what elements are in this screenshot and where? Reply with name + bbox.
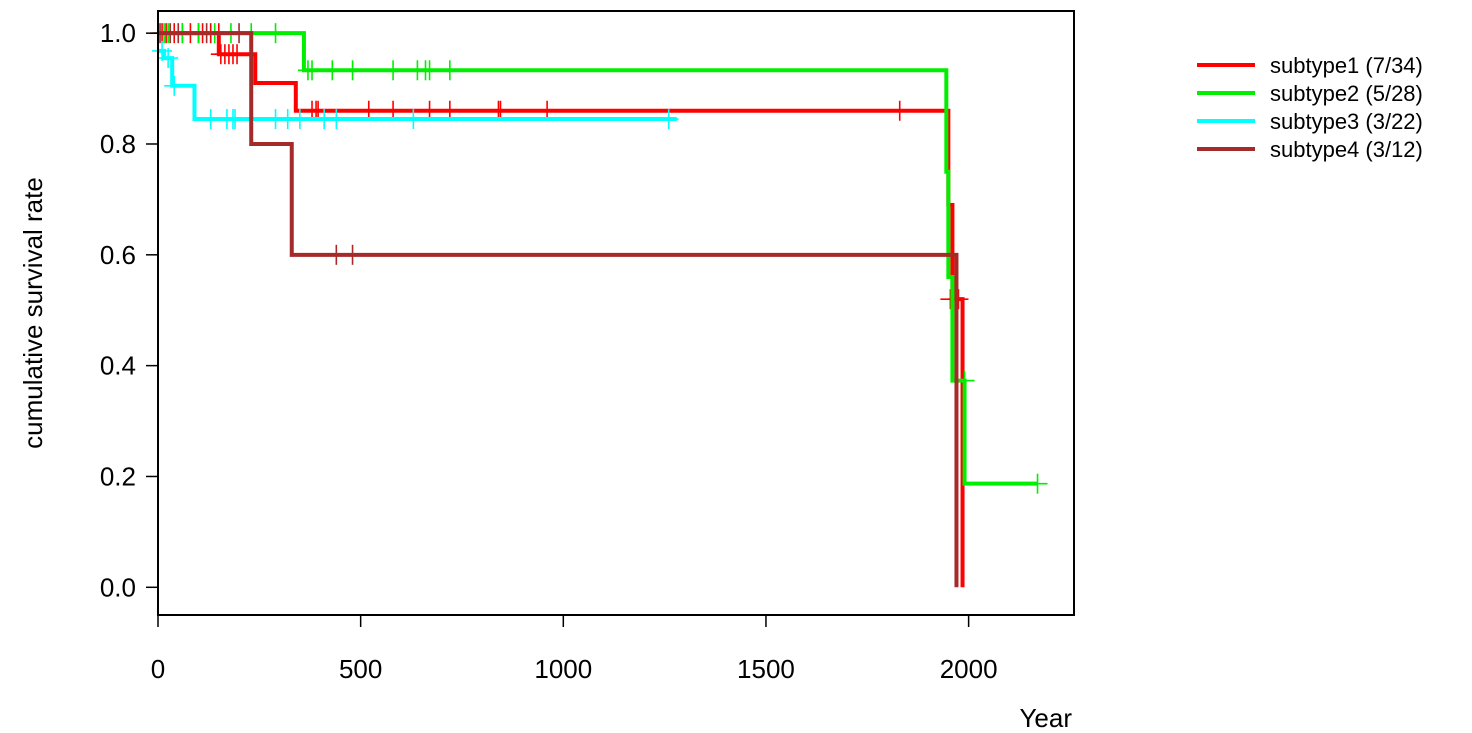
censor-mark [196,23,217,44]
censor-mark [322,60,343,81]
y-axis-label: cumulative survival rate [18,177,48,449]
y-tick-label: 0.4 [100,351,136,381]
censor-mark [383,60,404,81]
censor-mark [302,60,323,81]
series-1 [152,23,969,588]
censor-mark [326,109,347,130]
x-axis-label: Year [1019,703,1072,733]
censor-mark [889,100,910,121]
censor-mark [403,109,424,130]
legend-label: subtype1 (7/34) [1270,53,1423,78]
x-tick-label: 2000 [940,654,998,684]
legend-item: subtype3 (3/22) [1197,109,1423,134]
censor-mark [419,60,440,81]
legend-label: subtype4 (3/12) [1270,137,1423,162]
censor-mark [1027,473,1048,494]
survival-line [158,48,677,122]
y-tick-label: 0.6 [100,240,136,270]
series-3 [152,40,679,130]
survival-line [158,31,1038,486]
x-tick-label: 0 [151,654,165,684]
x-axis: 0 500 1000 1500 2000 [151,614,998,684]
survival-line [158,31,965,588]
survival-curves [150,23,1048,588]
censor-mark [658,109,679,130]
legend-item: subtype2 (5/28) [1197,81,1423,106]
legend-label: subtype2 (5/28) [1270,81,1423,106]
censor-mark [342,60,363,81]
censor-mark [265,23,286,44]
censor-mark [342,244,363,265]
legend-item: subtype1 (7/34) [1197,53,1423,78]
legend-label: subtype3 (3/22) [1270,109,1423,134]
survival-line [158,31,959,588]
censor-mark [164,75,185,96]
x-tick-label: 1500 [737,654,795,684]
censor-mark [229,23,250,44]
y-tick-label: 0.8 [100,129,136,159]
x-tick-label: 500 [339,654,382,684]
censor-mark [225,109,246,130]
censor-mark [289,109,310,130]
y-tick-label: 0.0 [100,572,136,602]
y-axis: 0.0 0.2 0.4 0.6 0.8 1.0 [100,18,159,602]
censor-mark [168,23,189,44]
legend-item: subtype4 (3/12) [1197,137,1423,162]
y-tick-label: 0.2 [100,461,136,491]
series-4 [150,23,959,588]
x-tick-label: 1000 [534,654,592,684]
legend: subtype1 (7/34) subtype2 (5/28) subtype3 (… [1197,53,1423,162]
censor-mark [158,48,179,69]
censor-mark [439,60,460,81]
censor-mark [227,44,248,65]
y-tick-label: 1.0 [100,18,136,48]
series-2 [154,23,1048,494]
